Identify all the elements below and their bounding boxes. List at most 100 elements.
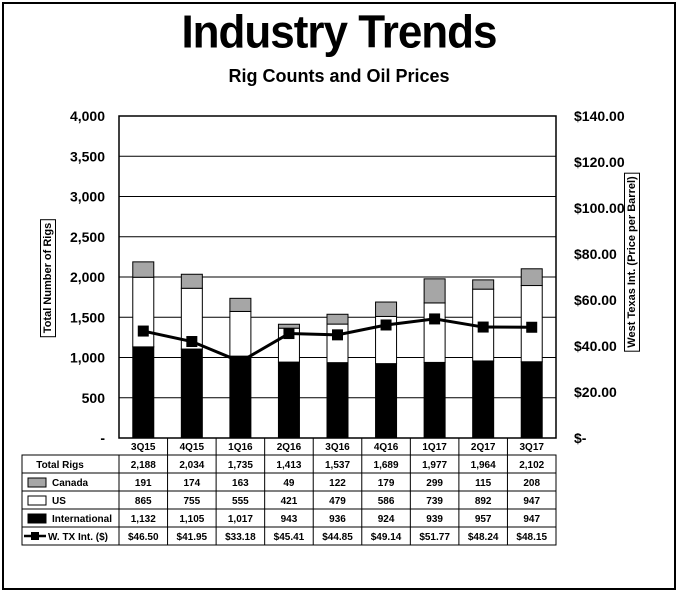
legend-key-canada: [27, 477, 47, 488]
chart-subtitle: Rig Counts and Oil Prices: [228, 66, 450, 86]
bar-canada: [326, 313, 349, 325]
data-table-border: [21, 454, 557, 546]
y-tick-label-left: 3,500: [70, 148, 105, 164]
y-tick-label-left: 500: [82, 390, 106, 406]
data-label: 892: [475, 496, 492, 507]
legend-key-international: [27, 513, 47, 524]
data-label: 299: [426, 478, 443, 489]
data-label: 1,964: [471, 460, 496, 471]
data-label: 1,977: [422, 460, 447, 471]
price-marker: [186, 336, 198, 348]
price-marker: [332, 329, 343, 341]
bar-canada: [132, 261, 155, 278]
bar-us: [229, 310, 252, 357]
bar-international: [520, 361, 543, 439]
bar-international: [326, 362, 349, 439]
bar-international: [180, 348, 203, 439]
x-tick-label: 2Q17: [471, 442, 496, 453]
data-label: 586: [378, 496, 395, 507]
x-tick-label: 2Q16: [277, 442, 302, 453]
data-label: 179: [378, 478, 395, 489]
y-tick-label-right: $80.00: [574, 246, 617, 262]
data-label: $44.85: [322, 532, 353, 543]
data-label: 936: [329, 514, 346, 525]
data-label: 1,689: [374, 460, 399, 471]
data-label: 2,102: [519, 460, 544, 471]
x-tick-label: 3Q17: [519, 442, 544, 453]
price-marker: [526, 321, 538, 333]
data-label: 1,105: [179, 514, 204, 525]
data-label: 1,017: [228, 514, 253, 525]
data-label: 208: [523, 478, 540, 489]
y-tick-label-left: 2,000: [70, 269, 105, 285]
data-label: 1,132: [131, 514, 156, 525]
bar-canada: [520, 268, 543, 287]
chart-title: Industry Trends: [181, 6, 497, 59]
data-label: 947: [523, 496, 540, 507]
price-marker: [429, 313, 441, 325]
data-label: 2,188: [131, 460, 156, 471]
price-marker: [380, 319, 392, 331]
data-label: 1,735: [228, 460, 253, 471]
data-label: 122: [329, 478, 346, 489]
bar-international: [132, 346, 155, 439]
bar-canada: [277, 323, 300, 329]
bar-us: [423, 302, 446, 363]
data-label: 479: [329, 496, 346, 507]
x-tick-label: 4Q15: [180, 442, 205, 453]
legend-key-us: [27, 495, 47, 506]
y-tick-label-right: $140.00: [574, 108, 625, 124]
y-tick-label-left: 4,000: [70, 108, 105, 124]
y-tick-label-left: 3,000: [70, 189, 105, 205]
data-label: 943: [281, 514, 298, 525]
bar-canada: [472, 279, 495, 290]
x-tick-label: 3Q16: [325, 442, 350, 453]
data-label: 957: [475, 514, 492, 525]
bar-canada: [423, 278, 446, 304]
data-label: 947: [523, 514, 540, 525]
legend-label: Canada: [52, 478, 89, 489]
bar-international: [277, 361, 300, 439]
bar-international: [375, 363, 398, 439]
data-label: 555: [232, 496, 249, 507]
data-label: $48.24: [468, 532, 499, 543]
bar-canada: [229, 297, 252, 312]
data-label: $49.14: [371, 532, 402, 543]
legend-label: US: [52, 496, 66, 507]
data-label: $46.50: [128, 532, 159, 543]
data-label: 2,034: [179, 460, 204, 471]
data-label: 49: [283, 478, 295, 489]
data-label: 939: [426, 514, 443, 525]
y-tick-label-left: -: [100, 430, 105, 446]
bar-international: [229, 355, 252, 439]
data-label: $51.77: [419, 532, 450, 543]
data-label: 115: [475, 478, 492, 489]
data-label: $45.41: [274, 532, 305, 543]
data-label: 924: [378, 514, 395, 525]
y-tick-label-left: 1,500: [70, 309, 105, 325]
data-label: 174: [183, 478, 200, 489]
legend-label: International: [52, 514, 112, 525]
data-label: 421: [281, 496, 298, 507]
price-marker: [283, 328, 295, 340]
bar-international: [423, 361, 446, 439]
data-label: 191: [135, 478, 152, 489]
data-label: 755: [183, 496, 200, 507]
y-tick-label-right: $120.00: [574, 154, 625, 170]
y-tick-label-left: 2,500: [70, 229, 105, 245]
legend-label: W. TX Int. ($): [48, 532, 108, 543]
data-label: 739: [426, 496, 443, 507]
x-tick-label: 4Q16: [374, 442, 399, 453]
y-axis-label-left: Total Number of Rigs: [40, 218, 56, 338]
price-marker: [234, 356, 246, 368]
data-label: 1,413: [276, 460, 301, 471]
data-label: $33.18: [225, 532, 256, 543]
data-label: 1,537: [325, 460, 350, 471]
y-tick-label-left: 1,000: [70, 350, 105, 366]
data-label: 865: [135, 496, 152, 507]
y-tick-label-right: $20.00: [574, 384, 617, 400]
x-tick-label: 1Q17: [422, 442, 447, 453]
bar-canada: [180, 273, 203, 289]
y-tick-label-right: $60.00: [574, 292, 617, 308]
